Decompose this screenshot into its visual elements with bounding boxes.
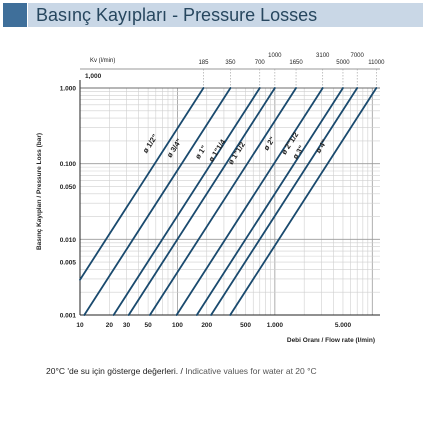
y-tick-label: 0.010 — [60, 237, 77, 244]
y-tick-label: 1.000 — [60, 86, 77, 93]
y-tick-label: 0.001 — [60, 313, 77, 320]
series-line — [79, 87, 205, 281]
y-axis-title: Basınç Kayıpları / Pressure Loss (bar) — [36, 133, 43, 250]
series-line — [229, 87, 378, 316]
series-line — [210, 87, 359, 316]
y-tick-label: 0.005 — [60, 260, 77, 267]
series-line — [112, 87, 261, 316]
page-title: Basınç Kayıpları - Pressure Losses — [36, 5, 318, 25]
kv-tick-label: 350 — [225, 60, 236, 66]
kv-tick-label: 3100 — [316, 53, 330, 59]
kv-tick-label: 700 — [255, 60, 266, 66]
series-label: ø 4" — [314, 137, 330, 154]
kv-tick-label: 7000 — [351, 53, 365, 59]
x-tick-label: 100 — [172, 322, 183, 329]
kv-tick-label: 1650 — [289, 60, 303, 66]
x-tick-label: 50 — [144, 322, 152, 329]
series-line — [195, 87, 344, 316]
series-label: ø 1"1/2 — [226, 140, 247, 166]
chart-series — [79, 87, 378, 316]
chart-caption: 20°C 'de su için gösterge değerleri. / I… — [46, 366, 317, 376]
kv-axis-label: Kv (l/min) — [90, 58, 115, 64]
header-band — [28, 3, 423, 27]
x-tick-label: 10 — [76, 322, 84, 329]
y-tick-label: 0.050 — [60, 184, 77, 191]
x-tick-label: 500 — [240, 322, 251, 329]
kv-tick-label: 11000 — [368, 60, 385, 66]
header-accent-square — [3, 3, 27, 27]
kv-tick-label: 185 — [198, 60, 209, 66]
kv-tick-label: 1000 — [268, 53, 282, 59]
series-line — [175, 87, 324, 316]
caption-english: Indicative values for water at 20 °C — [182, 366, 317, 376]
kv-top-value: 1,000 — [85, 73, 102, 80]
x-tick-label: 20 — [106, 322, 114, 329]
x-tick-label: 1.000 — [267, 322, 284, 329]
series-line — [127, 87, 276, 316]
x-tick-label: 200 — [201, 322, 212, 329]
page-header: Basınç Kayıpları - Pressure Losses — [0, 0, 423, 30]
kv-tick-label: 5000 — [336, 60, 350, 66]
series-line — [83, 87, 232, 316]
series-line — [149, 87, 297, 316]
caption-turkish: 20°C 'de su için gösterge değerleri. / — [46, 366, 183, 376]
x-tick-label: 30 — [123, 322, 131, 329]
x-axis-title: Debi Oranı / Flow rate (l/min) — [287, 337, 375, 344]
x-tick-label: 5.000 — [335, 322, 352, 329]
y-tick-label: 0.100 — [60, 161, 77, 168]
chart-grid — [79, 87, 380, 316]
series-label: ø 1/2" — [141, 132, 160, 155]
